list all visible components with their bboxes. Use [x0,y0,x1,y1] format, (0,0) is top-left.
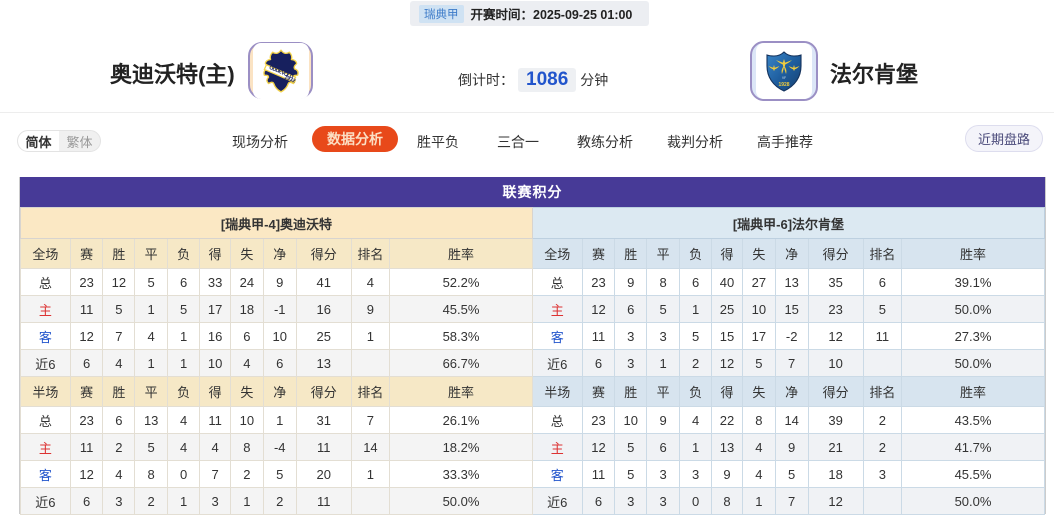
svg-text:VF: VF [782,76,786,80]
svg-text:1928: 1928 [778,82,789,88]
